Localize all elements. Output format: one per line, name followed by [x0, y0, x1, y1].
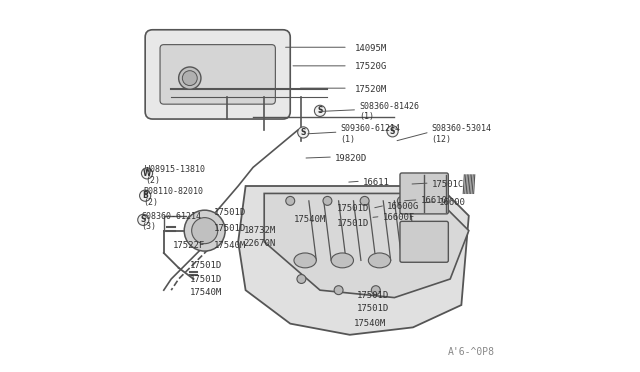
Ellipse shape: [294, 253, 316, 268]
Circle shape: [138, 214, 149, 225]
Circle shape: [184, 210, 225, 251]
Text: 17501D: 17501D: [357, 304, 390, 313]
Text: 17540M: 17540M: [353, 319, 386, 328]
Circle shape: [387, 126, 398, 137]
FancyBboxPatch shape: [400, 221, 449, 262]
Text: B: B: [142, 191, 148, 200]
Text: 17501D: 17501D: [357, 291, 390, 300]
Circle shape: [297, 275, 306, 283]
Text: 17501D: 17501D: [214, 224, 246, 233]
Circle shape: [360, 196, 369, 205]
Circle shape: [182, 71, 197, 86]
Circle shape: [334, 286, 343, 295]
Text: 16600G: 16600G: [387, 202, 419, 211]
Text: S: S: [141, 215, 146, 224]
Circle shape: [179, 67, 201, 89]
Text: W08915-13810
(2): W08915-13810 (2): [145, 165, 205, 185]
Circle shape: [191, 218, 218, 244]
Circle shape: [298, 127, 309, 138]
Text: 17520M: 17520M: [355, 85, 388, 94]
Text: 19820D: 19820D: [335, 154, 367, 163]
Text: W: W: [143, 169, 151, 178]
Polygon shape: [264, 193, 468, 298]
Text: S09360-61214
(1): S09360-61214 (1): [340, 124, 401, 144]
Text: B08110-82010
(2): B08110-82010 (2): [143, 187, 204, 207]
FancyBboxPatch shape: [400, 173, 449, 214]
Circle shape: [397, 196, 406, 205]
Text: 17501D: 17501D: [337, 204, 369, 213]
Text: 17501D: 17501D: [190, 275, 222, 283]
Text: 16611: 16611: [363, 178, 390, 187]
Text: 14095M: 14095M: [355, 44, 388, 53]
Text: 16610: 16610: [420, 196, 447, 205]
Text: S08360-81426
(1): S08360-81426 (1): [359, 102, 419, 121]
Text: 17540M: 17540M: [214, 241, 246, 250]
Ellipse shape: [331, 253, 353, 268]
Text: 17540M: 17540M: [294, 215, 326, 224]
Text: 17501D: 17501D: [214, 208, 246, 217]
Circle shape: [140, 190, 151, 201]
Ellipse shape: [369, 253, 390, 268]
Text: 18732M: 18732M: [244, 226, 276, 235]
Text: 17522F: 17522F: [173, 241, 205, 250]
Text: 17540M: 17540M: [190, 288, 222, 296]
Text: 16600F: 16600F: [383, 213, 415, 222]
Text: S08360-53014
(12): S08360-53014 (12): [431, 124, 492, 144]
Circle shape: [286, 196, 294, 205]
Circle shape: [323, 196, 332, 205]
Text: 22670N: 22670N: [244, 239, 276, 248]
Text: A'6-^0P8: A'6-^0P8: [448, 347, 495, 357]
Polygon shape: [238, 186, 468, 335]
Text: 17501D: 17501D: [190, 262, 222, 270]
Text: S08360-61214
(3): S08360-61214 (3): [141, 212, 202, 231]
Text: 17520G: 17520G: [355, 62, 388, 71]
Text: 17501C: 17501C: [431, 180, 464, 189]
Text: S: S: [301, 128, 306, 137]
Text: S: S: [317, 106, 323, 115]
Circle shape: [141, 168, 152, 179]
Text: 16600: 16600: [439, 198, 466, 207]
Text: 17501D: 17501D: [337, 219, 369, 228]
FancyBboxPatch shape: [145, 30, 291, 119]
Circle shape: [371, 286, 380, 295]
Circle shape: [314, 105, 326, 116]
Text: S: S: [390, 127, 396, 136]
FancyBboxPatch shape: [160, 45, 275, 104]
